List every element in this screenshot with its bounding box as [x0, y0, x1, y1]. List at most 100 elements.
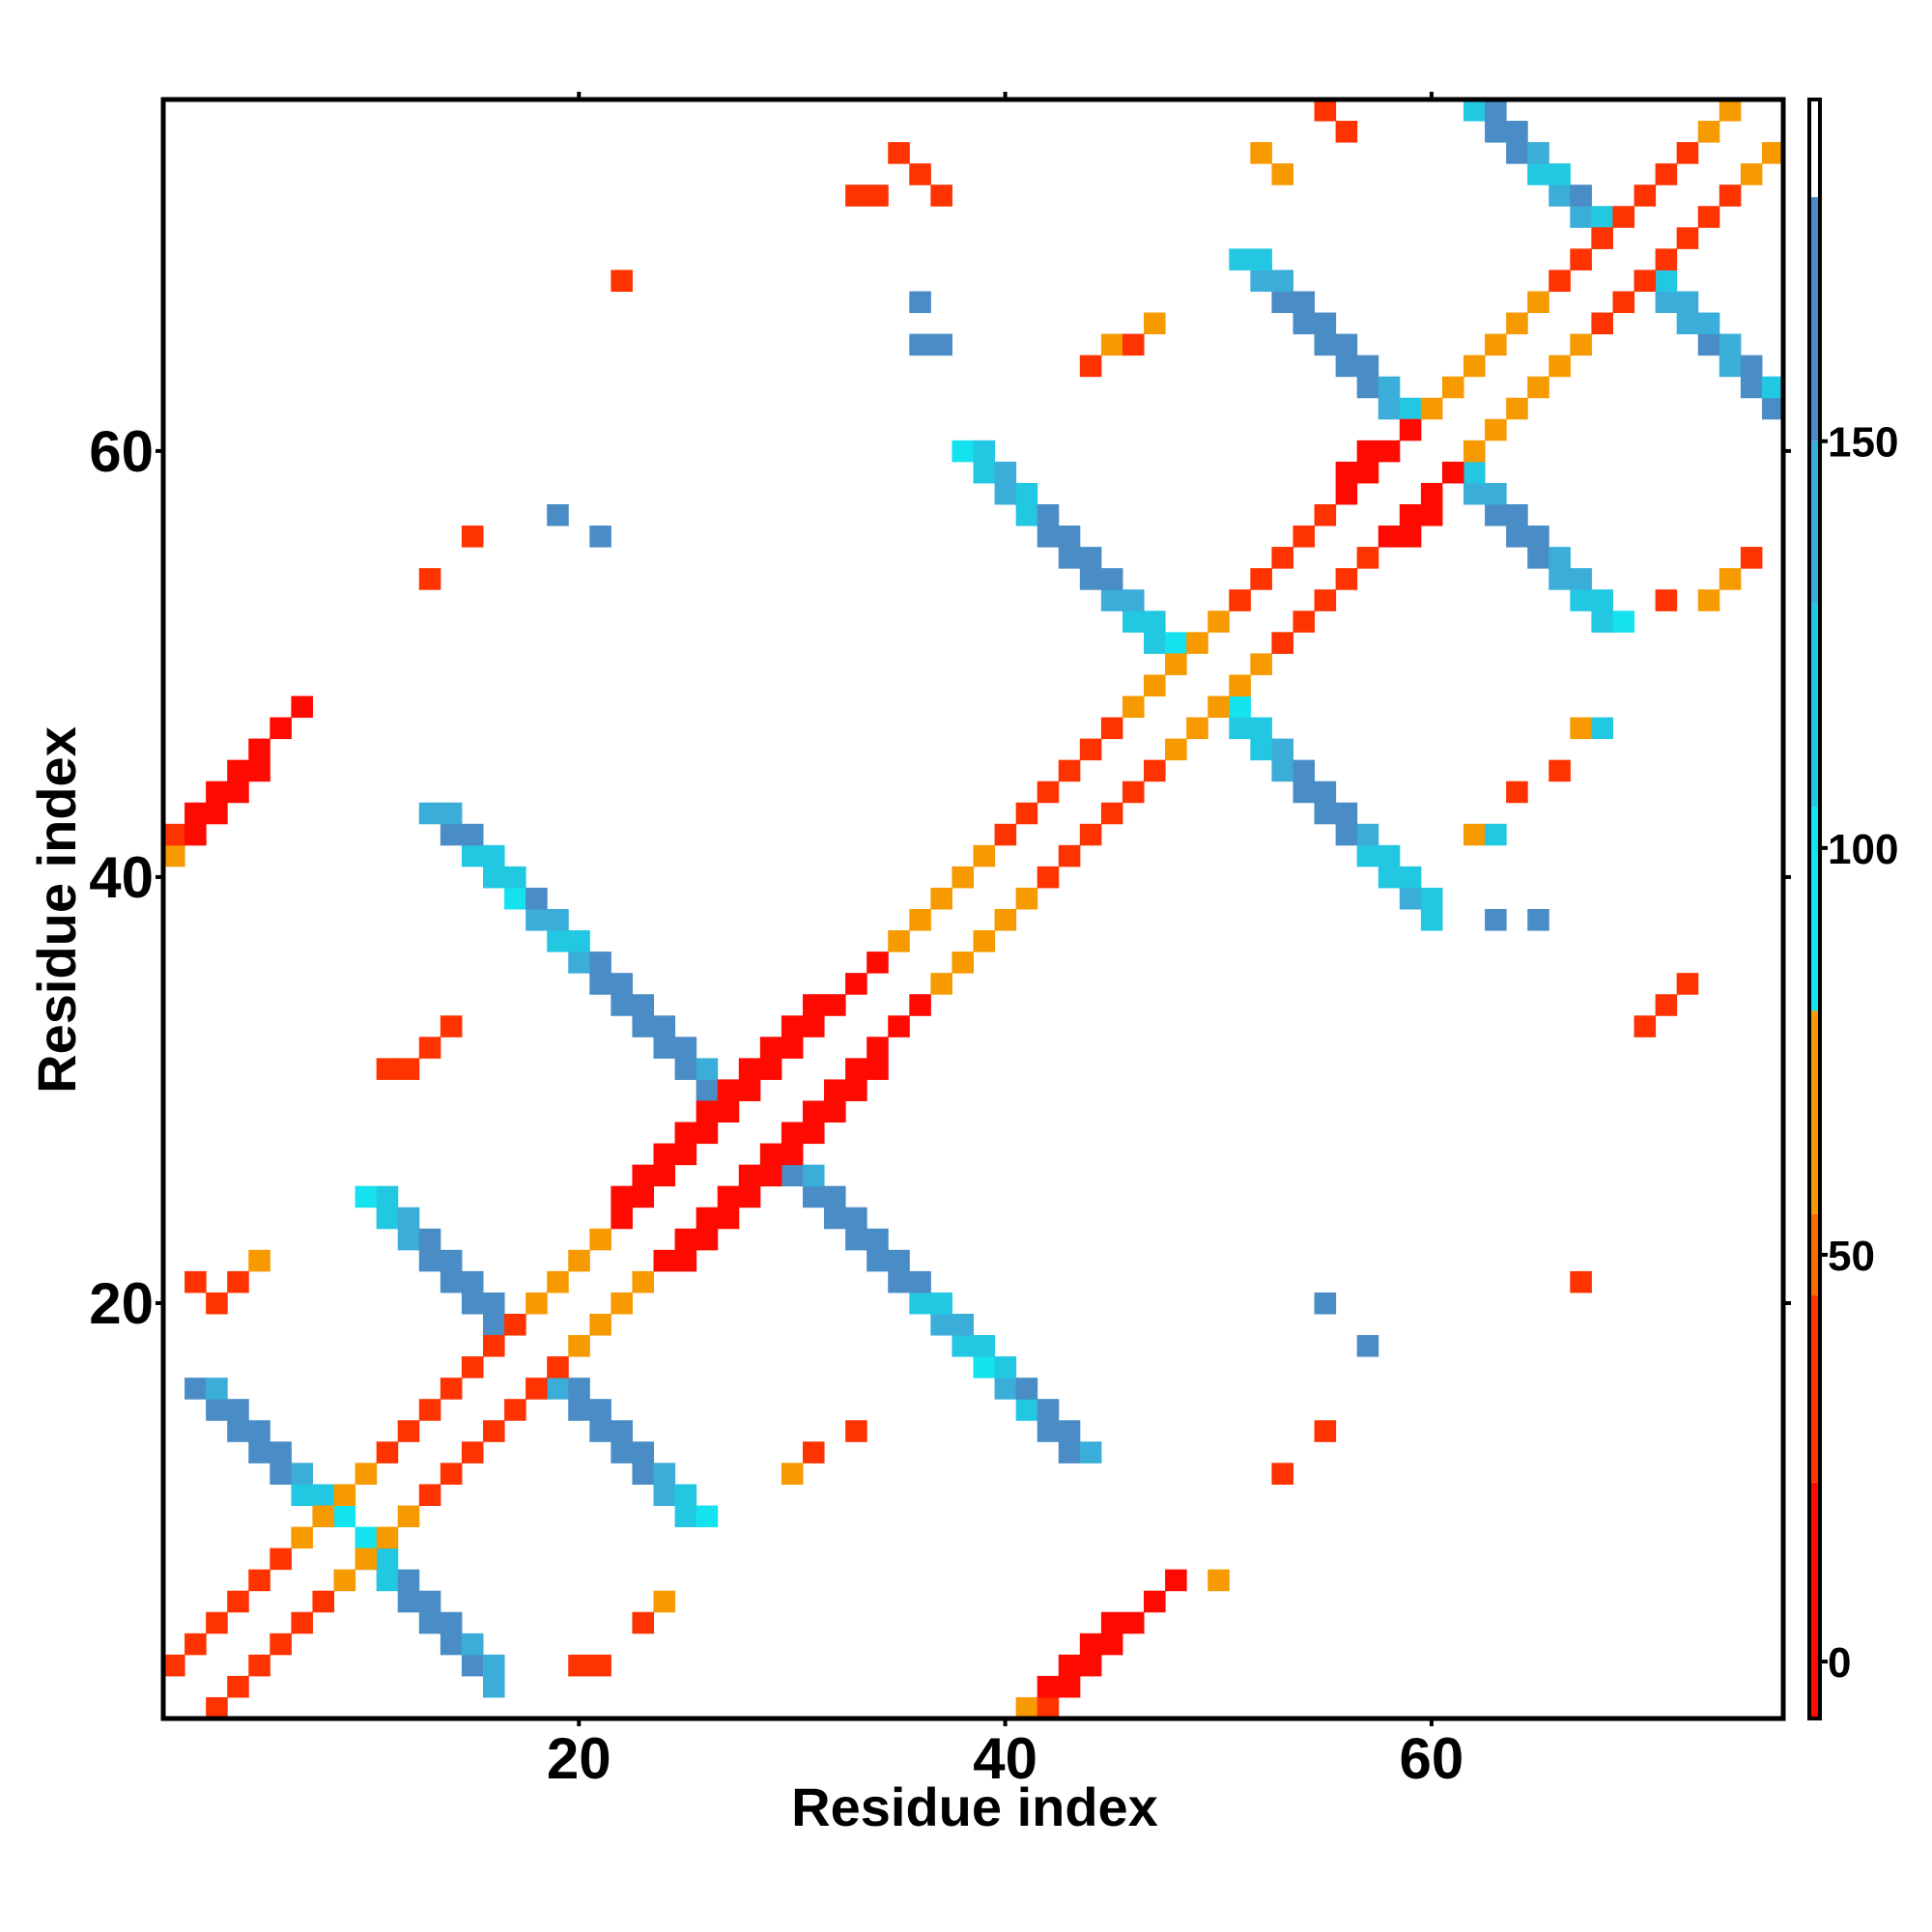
heatmap-cell [717, 1079, 740, 1101]
heatmap-cell [1527, 526, 1549, 548]
heatmap-cell [1548, 759, 1571, 782]
heatmap-cell [867, 185, 889, 207]
heatmap-cell [482, 866, 505, 889]
heatmap-cell [696, 1058, 719, 1080]
heatmap-cell [759, 1164, 782, 1187]
heatmap-cell [1229, 589, 1251, 611]
heatmap-cell [1335, 823, 1358, 846]
heatmap-cell [1463, 99, 1486, 122]
heatmap-cell [1335, 802, 1358, 825]
heatmap-cell [1356, 461, 1379, 484]
heatmap-cell [781, 1164, 804, 1187]
heatmap-cell [1655, 248, 1678, 270]
heatmap-cell [1399, 397, 1422, 420]
heatmap-cell [845, 185, 867, 207]
heatmap-cell [888, 1270, 910, 1293]
heatmap-cell [653, 1164, 676, 1187]
heatmap-cell [1293, 611, 1316, 633]
heatmap-cell [824, 1079, 846, 1101]
heatmap-cell [1314, 802, 1337, 825]
heatmap-cell [1314, 312, 1337, 335]
heatmap-cell [802, 1441, 825, 1463]
heatmap-cell [759, 1058, 782, 1080]
heatmap-cell [1144, 1590, 1166, 1613]
heatmap-cell [1165, 738, 1187, 761]
heatmap-cell [206, 802, 228, 825]
heatmap-cell [674, 1484, 697, 1506]
heatmap-cell [674, 1249, 697, 1272]
heatmap-cell [994, 909, 1017, 931]
colorbar-tick-label: 100 [1828, 826, 1898, 873]
heatmap-cell [206, 781, 228, 804]
heatmap-cell [1655, 270, 1678, 292]
heatmap-cell [418, 1037, 441, 1059]
heatmap-cell [1506, 142, 1528, 164]
heatmap-cell [845, 1228, 867, 1251]
heatmap-cell [1229, 248, 1251, 270]
heatmap-cell [1356, 376, 1379, 399]
heatmap-cell [1144, 312, 1166, 335]
heatmap-cell [1100, 568, 1123, 590]
colorbar-tick-label: 150 [1828, 419, 1898, 467]
heatmap-cell [1399, 504, 1422, 526]
heatmap-cell [824, 1185, 846, 1208]
heatmap-cell [376, 1185, 399, 1208]
heatmap-cell [802, 1100, 825, 1123]
heatmap-cell [1314, 99, 1337, 122]
heatmap-cell [1548, 355, 1571, 378]
heatmap-cell [440, 823, 463, 846]
heatmap-cell [1463, 461, 1486, 484]
heatmap-cell [1548, 270, 1571, 292]
heatmap-cell [888, 1015, 910, 1037]
heatmap-cell [1719, 355, 1742, 378]
colorbar-segment [1809, 99, 1820, 198]
heatmap-cell [1655, 291, 1678, 314]
heatmap-cell [1740, 547, 1763, 569]
heatmap-cell [1570, 206, 1592, 228]
heatmap-cell [1676, 227, 1699, 249]
heatmap-cell [333, 1505, 356, 1528]
heatmap-cell [589, 973, 611, 995]
heatmap-cell [674, 1037, 697, 1059]
heatmap-cell [909, 1292, 931, 1315]
heatmap-cell [1740, 355, 1763, 378]
heatmap-cell [1485, 823, 1507, 846]
heatmap-cell [1485, 418, 1507, 441]
heatmap-cell [1761, 397, 1784, 420]
heatmap-cell [504, 1399, 526, 1421]
heatmap-cell [1100, 717, 1123, 740]
heatmap-cell [1740, 376, 1763, 399]
heatmap-cell [1697, 206, 1720, 228]
heatmap-cell [696, 1079, 719, 1101]
heatmap-cell [526, 909, 548, 931]
heatmap-cell [738, 1079, 761, 1101]
heatmap-cell [802, 1015, 825, 1037]
heatmap-cell [568, 1378, 590, 1400]
heatmap-cell [1485, 482, 1507, 505]
heatmap-cell [440, 1249, 463, 1272]
heatmap-cell [1570, 589, 1592, 611]
heatmap-cell [1335, 461, 1358, 484]
heatmap-cell [227, 1399, 249, 1421]
colorbar-tick-label: 50 [1828, 1233, 1875, 1280]
heatmap-cell [1420, 909, 1443, 931]
heatmap-cell [653, 1249, 676, 1272]
heatmap-cell [1463, 482, 1486, 505]
heatmap-cell [1079, 1633, 1102, 1656]
heatmap-cell [163, 844, 185, 867]
heatmap-cell [547, 1378, 569, 1400]
heatmap-cell [674, 1143, 697, 1166]
heatmap-cell [461, 526, 484, 548]
heatmap-cell [973, 1335, 996, 1357]
heatmap-cell [440, 1378, 463, 1400]
heatmap-cell [482, 844, 505, 867]
heatmap-cell [1399, 418, 1422, 441]
heatmap-cell [1335, 482, 1358, 505]
heatmap-cell [163, 1654, 185, 1677]
heatmap-cell [1165, 632, 1187, 654]
heatmap-cell [1591, 611, 1613, 633]
heatmap-cell [1697, 121, 1720, 143]
heatmap-cell [1591, 206, 1613, 228]
heatmap-cell [1740, 163, 1763, 185]
